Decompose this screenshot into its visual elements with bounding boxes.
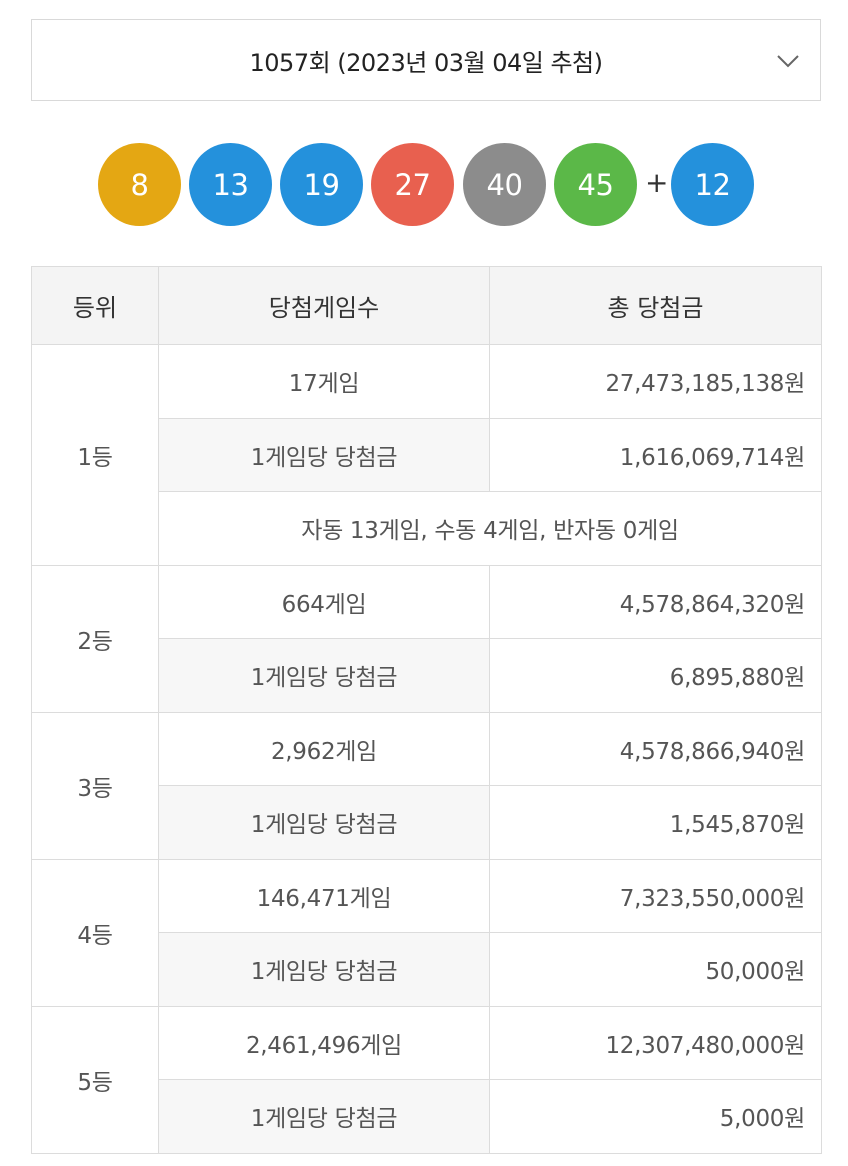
games-cell: 664게임 <box>158 564 490 639</box>
purchase-type-detail: 자동 13게임, 수동 4게임, 반자동 0게임 <box>158 491 822 566</box>
winning-ball-1: 8 <box>98 143 181 226</box>
per-game-label: 1게임당 당첨금 <box>158 638 490 713</box>
ball-number: 8 <box>130 167 149 202</box>
table-row: 1게임당 당첨금 1,545,870원 <box>32 785 822 860</box>
ball-number: 45 <box>577 167 614 202</box>
total-amount-cell: 4,578,866,940원 <box>489 711 822 786</box>
table-row: 1등 17게임 27,473,185,138원 <box>31 344 822 566</box>
header-games: 당첨게임수 <box>158 266 490 345</box>
winning-ball-2: 13 <box>189 143 272 226</box>
ball-number: 19 <box>303 167 340 202</box>
table-row: 5등 2,461,496게임 12,307,480,000원 <box>31 1005 822 1154</box>
per-game-label: 1게임당 당첨금 <box>158 1079 490 1154</box>
rank-cell: 1등 <box>31 344 159 566</box>
rank-cell: 4등 <box>31 858 159 1007</box>
prize-table: 등위 당첨게임수 총 당첨금 1등 17게임 27,473,185,138원 1… <box>31 266 822 1154</box>
table-row: 1게임당 당첨금 5,000원 <box>32 1079 822 1154</box>
total-amount-cell: 27,473,185,138원 <box>489 344 822 419</box>
rank-cell: 2등 <box>31 564 159 713</box>
per-game-amount-cell: 1,545,870원 <box>489 785 822 860</box>
table-row: 1게임당 당첨금 6,895,880원 <box>32 638 822 713</box>
per-game-label: 1게임당 당첨금 <box>158 417 490 492</box>
header-rank: 등위 <box>31 266 159 345</box>
winning-ball-4: 27 <box>371 143 454 226</box>
total-amount-cell: 7,323,550,000원 <box>489 858 822 933</box>
ball-number: 13 <box>212 167 249 202</box>
table-header-row: 등위 당첨게임수 총 당첨금 <box>31 266 822 345</box>
games-cell: 2,962게임 <box>158 711 490 786</box>
games-cell: 146,471게임 <box>158 858 490 933</box>
ball-number: 12 <box>694 167 731 202</box>
per-game-amount-cell: 50,000원 <box>489 932 822 1007</box>
round-select-label: 1057회 (2023년 03월 04일 추첨) <box>249 48 603 77</box>
table-row: 자동 13게임, 수동 4게임, 반자동 0게임 <box>32 491 822 566</box>
table-row: 4등 146,471게임 7,323,550,000원 <box>31 858 822 1007</box>
winning-ball-3: 19 <box>280 143 363 226</box>
bonus-ball: 12 <box>671 143 754 226</box>
winning-ball-5: 40 <box>463 143 546 226</box>
games-cell: 17게임 <box>158 344 490 419</box>
header-total: 총 당첨금 <box>489 266 822 345</box>
winning-numbers: 8 13 19 27 40 45 + 12 <box>0 143 848 227</box>
ball-number: 40 <box>486 167 523 202</box>
rank-cell: 5등 <box>31 1005 159 1154</box>
table-row: 3등 2,962게임 4,578,866,940원 <box>31 711 822 860</box>
per-game-label: 1게임당 당첨금 <box>158 785 490 860</box>
round-select-dropdown[interactable]: 1057회 (2023년 03월 04일 추첨) <box>31 19 821 101</box>
total-amount-cell: 12,307,480,000원 <box>489 1005 822 1080</box>
ball-number: 27 <box>394 167 431 202</box>
chevron-down-icon[interactable] <box>776 50 800 72</box>
plus-sign: + <box>645 166 669 199</box>
table-row: 2등 664게임 4,578,864,320원 <box>31 564 822 713</box>
table-row: 1게임당 당첨금 50,000원 <box>32 932 822 1007</box>
rank-cell: 3등 <box>31 711 159 860</box>
total-amount-cell: 4,578,864,320원 <box>489 564 822 639</box>
per-game-amount-cell: 6,895,880원 <box>489 638 822 713</box>
winning-ball-6: 45 <box>554 143 637 226</box>
games-cell: 2,461,496게임 <box>158 1005 490 1080</box>
per-game-amount-cell: 5,000원 <box>489 1079 822 1154</box>
per-game-label: 1게임당 당첨금 <box>158 932 490 1007</box>
per-game-amount-cell: 1,616,069,714원 <box>489 417 822 492</box>
